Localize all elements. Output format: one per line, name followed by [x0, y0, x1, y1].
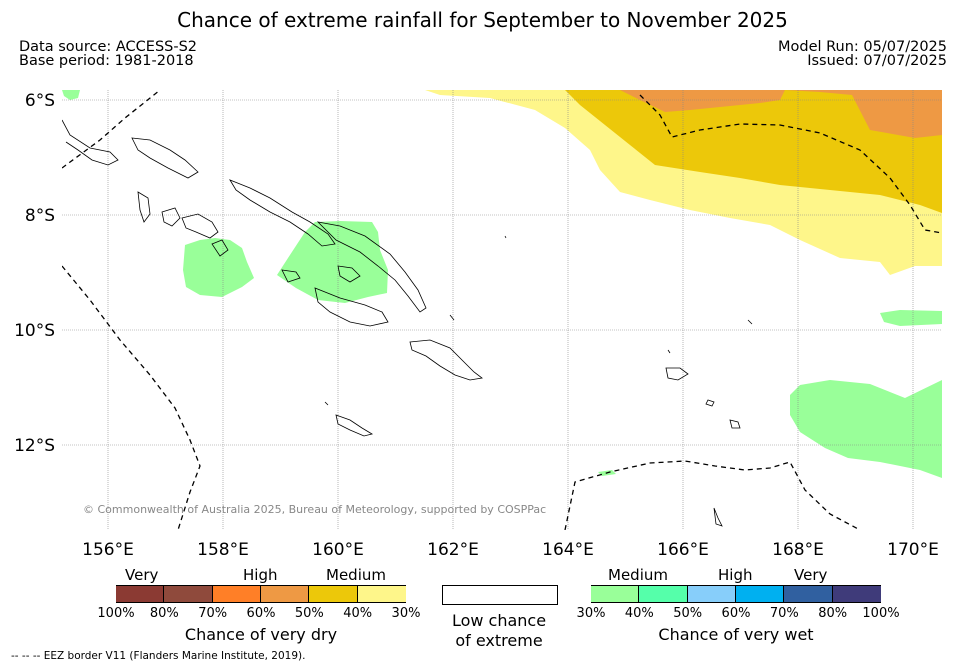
- map-title: Chance of extreme rainfall for September…: [177, 8, 788, 32]
- lon-label-168e: 168°E: [772, 540, 824, 560]
- low-chance-swatch: [442, 585, 558, 605]
- dry-tick-label: 60%: [246, 606, 276, 621]
- dry-header-high: High: [243, 566, 278, 584]
- dry-medium-high-region: [565, 90, 942, 213]
- issued-text: Issued: 07/07/2025: [807, 53, 947, 69]
- lat-label-6s: 6°S: [25, 91, 55, 111]
- wet-header-medium: Medium: [608, 566, 668, 584]
- coastlines: [62, 119, 753, 527]
- low-chance-caption: Low chance of extreme: [420, 611, 578, 651]
- wet-patch-ne-corner: [62, 90, 80, 100]
- wet-swatch-0: [591, 586, 640, 602]
- dry-tick-label: 50%: [294, 606, 324, 621]
- low-caption-line1: Low chance: [451, 611, 547, 630]
- lat-label-12s: 12°S: [14, 436, 55, 456]
- wet-swatch-3: [736, 586, 785, 602]
- wet-colorbar: [591, 585, 881, 603]
- wet-swatch-5: [832, 586, 881, 602]
- eez-borders: [62, 90, 942, 530]
- dry-swatch-0: [116, 586, 165, 602]
- lat-label-10s: 10°S: [14, 321, 55, 341]
- map-plot-area: © Commonwealth of Australia 2025, Bureau…: [62, 90, 942, 530]
- dry-high-region: [620, 90, 942, 138]
- wet-header-high: High: [718, 566, 753, 584]
- wet-tick-label: 80%: [818, 606, 848, 621]
- base-period-text: Base period: 1981-2018: [19, 53, 194, 69]
- wet-swatch-4: [784, 586, 833, 602]
- model-run-text: Model Run: 05/07/2025: [777, 39, 947, 55]
- lon-label-170e: 170°E: [887, 540, 939, 560]
- lat-label-8s: 8°S: [25, 206, 55, 226]
- dry-swatch-3: [261, 586, 310, 602]
- wet-patch-central: [277, 221, 388, 303]
- meta-right: Model Run: 05/07/2025 Issued: 07/07/2025: [777, 39, 947, 69]
- dry-colorbar: [116, 585, 406, 603]
- wet-caption: Chance of very wet: [658, 625, 814, 644]
- wet-patch-west: [183, 238, 254, 297]
- dry-caption: Chance of very dry: [184, 625, 338, 644]
- dry-swatch-4: [309, 586, 358, 602]
- wet-tick-label: 60%: [721, 606, 751, 621]
- wet-swatch-1: [639, 586, 688, 602]
- wet-tick-label: 50%: [673, 606, 703, 621]
- wet-patch-southeast: [790, 380, 942, 478]
- lon-label-156e: 156°E: [82, 540, 134, 560]
- dry-tick-label: 80%: [149, 606, 179, 621]
- low-caption-line2: of extreme: [455, 631, 543, 650]
- dry-tick-label: 100%: [97, 606, 135, 621]
- dry-tick-label: 40%: [343, 606, 373, 621]
- lon-axis: 156°E 158°E 160°E 162°E 164°E 166°E 168°…: [82, 540, 939, 560]
- lon-label-158e: 158°E: [197, 540, 249, 560]
- wet-tick-label: 30%: [576, 606, 606, 621]
- eez-footer-note: -- -- -- EEZ border V11 (Flanders Marine…: [11, 650, 306, 662]
- wet-tick-label: 100%: [862, 606, 900, 621]
- lon-label-164e: 164°E: [542, 540, 594, 560]
- dry-tick-label: 70%: [198, 606, 228, 621]
- dry-header-medium: Medium: [326, 566, 386, 584]
- data-source-text: Data source: ACCESS-S2: [19, 39, 198, 55]
- wet-swatch-2: [687, 586, 736, 602]
- dry-tick-label: 30%: [391, 606, 421, 621]
- lon-label-162e: 162°E: [427, 540, 479, 560]
- lat-axis: 6°S 8°S 10°S 12°S: [14, 91, 55, 456]
- copyright-text: © Commonwealth of Australia 2025, Bureau…: [83, 503, 546, 516]
- meta-left: Data source: ACCESS-S2 Base period: 1981…: [19, 39, 198, 69]
- gridlines: [62, 90, 942, 530]
- lon-label-166e: 166°E: [657, 540, 709, 560]
- dry-swatch-2: [212, 586, 261, 602]
- dry-swatch-5: [357, 586, 406, 602]
- wet-tick-label: 40%: [624, 606, 654, 621]
- dry-swatch-1: [164, 586, 213, 602]
- wet-patch-east-small: [880, 310, 942, 326]
- lon-label-160e: 160°E: [312, 540, 364, 560]
- wet-tick-label: 70%: [769, 606, 799, 621]
